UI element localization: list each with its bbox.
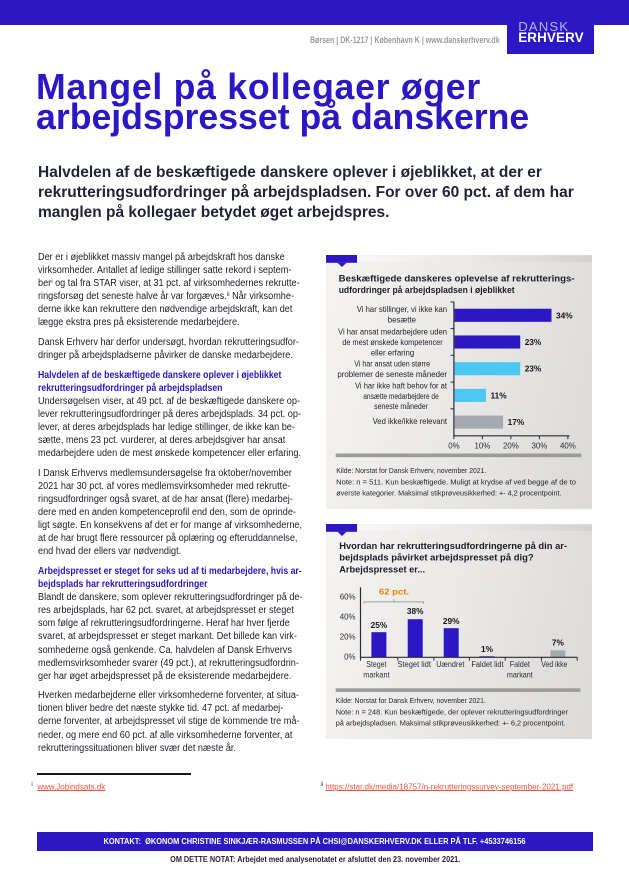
svg-text:seneste måneder: seneste måneder [374, 402, 428, 411]
svg-text:problemer de seneste måneder: problemer de seneste måneder [337, 370, 447, 379]
svg-text:Steget: Steget [366, 660, 387, 669]
svg-text:Note: n = 511. Kun beskæftiged: Note: n = 511. Kun beskæftigede. Muligt … [336, 477, 576, 486]
svg-text:Kilde: Norstat for Dansk Erhve: Kilde: Norstat for Dansk Erhverv, novemb… [336, 696, 486, 705]
svg-text:38%: 38% [407, 606, 424, 616]
svg-text:Ved ikke/ikke relevant: Ved ikke/ikke relevant [373, 417, 448, 426]
svg-text:på arbejdspladsen. Maksimal st: på arbejdspladsen. Maksimal stikprøveusi… [336, 719, 566, 728]
svg-text:62 pct.: 62 pct. [379, 587, 409, 596]
svg-text:0%: 0% [448, 442, 459, 451]
svg-text:10%: 10% [475, 442, 491, 451]
svg-text:markant: markant [507, 670, 534, 679]
svg-text:20%: 20% [340, 633, 356, 642]
svg-text:Kilde: Norstat for Dansk Erhve: Kilde: Norstat for Dansk Erhverv, novemb… [336, 466, 486, 475]
svg-text:25%: 25% [371, 620, 388, 630]
svg-text:Steget lidt: Steget lidt [397, 660, 431, 669]
svg-text:20%: 20% [503, 442, 519, 451]
svg-text:60%: 60% [340, 593, 356, 602]
svg-text:Vi har ikke haft behov for at: Vi har ikke haft behov for at [355, 382, 448, 391]
svg-text:7%: 7% [552, 638, 565, 648]
svg-text:Vi har ansat medarbejdere uden: Vi har ansat medarbejdere uden [338, 328, 447, 337]
svg-text:Beskæftigede danskeres oplevel: Beskæftigede danskeres oplevelse af rekr… [339, 273, 575, 284]
svg-text:Arbejdspresset er...: Arbejdspresset er... [339, 564, 425, 575]
svg-text:11%: 11% [491, 390, 508, 400]
svg-text:eller erfaring: eller erfaring [371, 348, 414, 357]
svg-text:markant: markant [363, 670, 390, 679]
svg-text:1%: 1% [481, 644, 494, 654]
svg-text:Faldet: Faldet [510, 660, 531, 669]
svg-text:23%: 23% [525, 337, 542, 347]
svg-text:Faldet lidt: Faldet lidt [471, 660, 504, 669]
svg-text:40%: 40% [340, 613, 356, 622]
svg-text:Hvordan har rekrutteringsudfor: Hvordan har rekrutteringsudfordringerne … [339, 541, 567, 552]
svg-text:Note: n = 248. Kun beskæftiged: Note: n = 248. Kun beskæftigede, der opl… [336, 707, 569, 716]
svg-text:29%: 29% [443, 616, 460, 626]
svg-text:bejdsplads påvirket arbejdspre: bejdsplads påvirket arbejdspresset på di… [339, 553, 534, 564]
svg-text:besætte: besætte [388, 315, 416, 324]
svg-text:Vi har ansat uden større: Vi har ansat uden større [354, 360, 430, 369]
svg-text:23%: 23% [525, 364, 542, 374]
svg-text:Uændret: Uændret [436, 660, 465, 669]
svg-text:udfordringer på arbejdspladsen: udfordringer på arbejdspladsen i øjeblik… [339, 285, 516, 296]
svg-text:Ved ikke: Ved ikke [541, 660, 568, 669]
svg-text:30%: 30% [532, 442, 548, 451]
svg-text:Vi har stillinger, vi ikke kan: Vi har stillinger, vi ikke kan [357, 305, 447, 314]
svg-text:øverste kategorier. Maksimal s: øverste kategorier. Maksimal stikprøveus… [336, 489, 561, 498]
svg-text:0%: 0% [344, 653, 355, 662]
svg-text:ansætte medarbejdere de: ansætte medarbejdere de [363, 392, 439, 401]
svg-text:34%: 34% [556, 310, 573, 320]
svg-text:de mest ønskede kompetencer: de mest ønskede kompetencer [342, 338, 443, 347]
svg-text:40%: 40% [560, 442, 576, 451]
svg-text:17%: 17% [508, 417, 525, 427]
